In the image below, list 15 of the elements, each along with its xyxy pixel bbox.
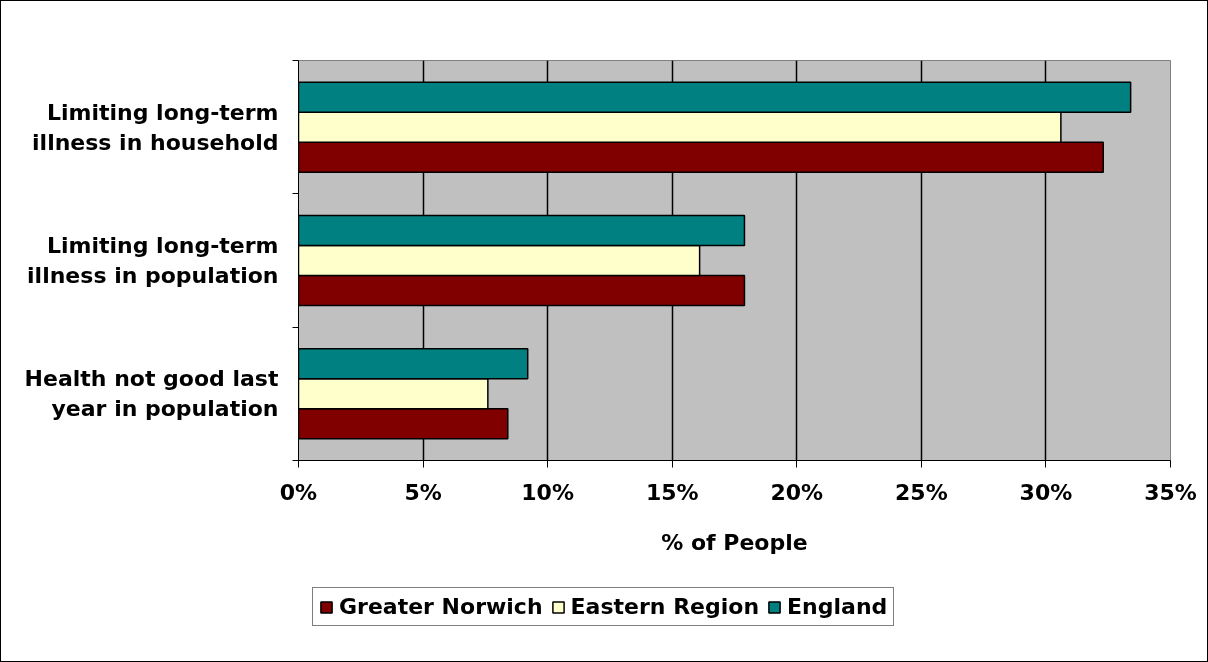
y-tick-label: Health not good last year in population — [24, 366, 279, 422]
x-tick-label: 25% — [895, 479, 948, 505]
x-tick-label: 20% — [770, 479, 824, 505]
legend-label: England — [787, 594, 888, 619]
y-tick-label: Limiting long-term illness in household — [32, 99, 279, 155]
x-tick-label: 0% — [279, 479, 318, 505]
legend-label: Eastern Region — [570, 594, 760, 619]
legend-label: Greater Norwich — [339, 594, 543, 619]
x-tick-label: 30% — [1019, 479, 1073, 505]
x-axis-title: % of People — [661, 529, 808, 555]
x-tick-label: 10% — [521, 479, 574, 505]
x-tick-label: 15% — [645, 479, 699, 505]
y-tick-label: Limiting long-term illness in population — [27, 233, 279, 288]
x-tick-label: 35% — [1144, 479, 1197, 505]
x-tick-label: 5% — [404, 479, 442, 505]
